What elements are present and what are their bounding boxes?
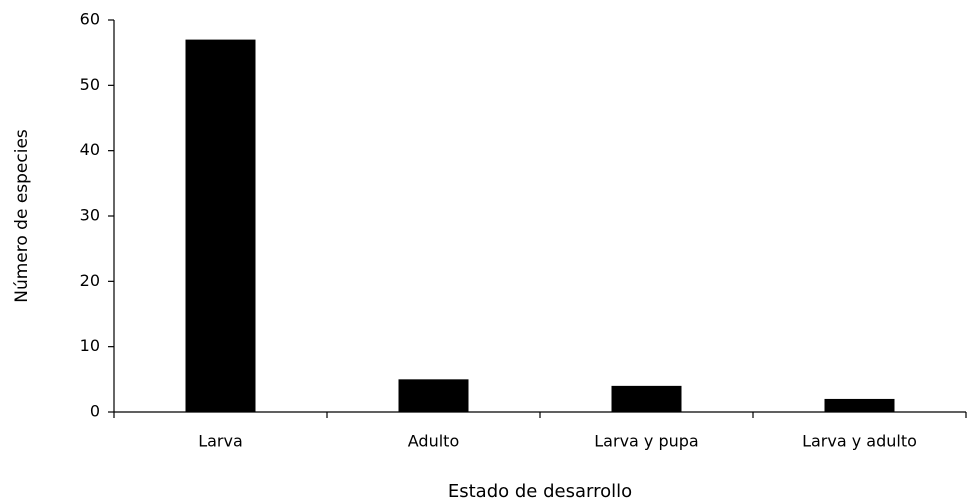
- bar: [398, 379, 469, 412]
- y-tick-label: 30: [80, 206, 100, 225]
- x-tick-label: Larva: [198, 432, 243, 451]
- y-axis-label: Número de especies: [12, 129, 32, 303]
- y-tick-label: 20: [80, 271, 100, 290]
- y-tick-label: 0: [90, 402, 100, 421]
- y-tick-label: 60: [80, 10, 100, 29]
- x-tick-label: Larva y pupa: [594, 432, 698, 451]
- x-tick-label: Adulto: [408, 432, 459, 451]
- y-tick-label: 10: [80, 336, 100, 355]
- x-tick-label: Larva y adulto: [802, 432, 917, 451]
- y-tick-label: 50: [80, 75, 100, 94]
- x-axis-label: Estado de desarrollo: [448, 481, 632, 502]
- bar: [824, 398, 895, 412]
- bar: [185, 39, 256, 412]
- bar: [611, 385, 682, 412]
- y-tick-label: 40: [80, 140, 100, 159]
